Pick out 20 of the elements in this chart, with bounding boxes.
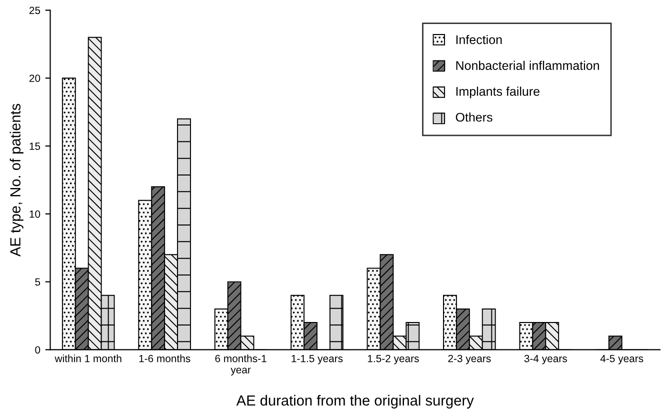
legend-label: Nonbacterial inflammation xyxy=(456,60,599,70)
x-axis-title: AE duration from the original surgery xyxy=(236,394,474,409)
legend-label: Implants failure xyxy=(456,86,540,98)
y-tick-label: 10 xyxy=(30,210,40,218)
x-tick-label: 6 months-1 year xyxy=(215,354,266,376)
legend-label: Infection xyxy=(456,34,502,44)
x-tick-label: 1-1.5 years xyxy=(292,354,343,364)
y-tick-label: 20 xyxy=(29,74,40,82)
legend-label: Others xyxy=(456,112,492,122)
x-tick-label: 2-3 years xyxy=(448,354,491,364)
y-tick-label: 15 xyxy=(30,142,40,150)
x-tick-label: 1.5-2 years xyxy=(368,354,419,364)
y-tick-label: 0 xyxy=(35,346,40,354)
y-axis-title: AE type, No. of patients xyxy=(10,104,24,257)
x-tick-label: 3-4 years xyxy=(524,354,567,364)
y-tick-label: 5 xyxy=(35,278,40,286)
y-tick-label: 25 xyxy=(29,6,40,14)
x-tick-label: 4-5 years xyxy=(600,354,644,364)
x-tick-label: within 1 month xyxy=(54,354,122,362)
x-tick-label: 1-6 months xyxy=(139,354,190,362)
